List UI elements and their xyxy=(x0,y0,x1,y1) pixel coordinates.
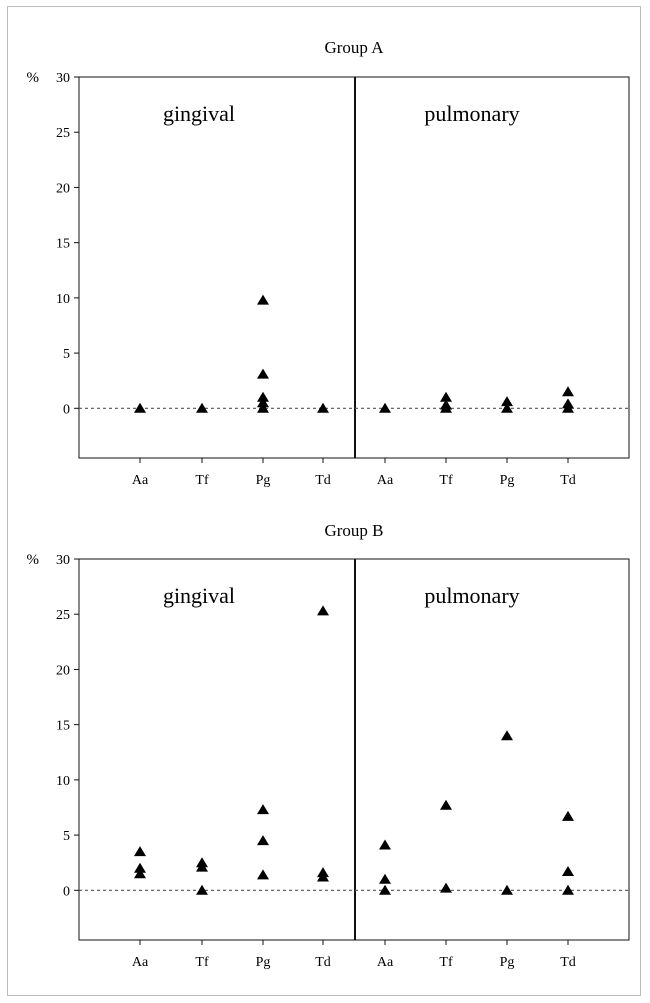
chart-panel-1: Group A% 0 5 10 15 20 25 30 gingival pulmonary Aa T… xyxy=(27,38,630,488)
data-point-triangle xyxy=(196,884,208,895)
data-point-triangle xyxy=(562,402,574,413)
data-point-triangle xyxy=(379,402,391,413)
data-point-triangle xyxy=(317,402,329,413)
chart-title: Group A xyxy=(324,38,384,57)
x-tick-label: Aa xyxy=(377,473,394,488)
data-point-triangle xyxy=(440,882,452,893)
y-tick-label: 0 xyxy=(63,402,70,417)
y-tick-label: 30 xyxy=(56,71,70,86)
x-tick-label: Td xyxy=(560,473,576,488)
y-tick-label: 10 xyxy=(56,774,70,789)
x-tick-label: Aa xyxy=(132,955,149,970)
data-point-triangle xyxy=(379,839,391,850)
x-tick-label: Aa xyxy=(132,473,149,488)
data-point-triangle xyxy=(501,730,513,741)
chart-title: Group B xyxy=(324,521,383,540)
x-tick-label: Pg xyxy=(256,473,271,488)
data-point-triangle xyxy=(257,869,269,880)
chart-panel-2: Group B% 0 5 10 15 20 25 30 gingival pulmonary Aa T… xyxy=(27,521,630,970)
data-point-triangle xyxy=(134,846,146,857)
data-point-triangle xyxy=(379,884,391,895)
data-point-triangle xyxy=(257,835,269,846)
y-tick-label: 15 xyxy=(56,237,70,252)
data-point-triangle xyxy=(501,396,513,407)
y-tick-label: 10 xyxy=(56,292,70,307)
data-point-triangle xyxy=(562,810,574,821)
data-point-triangle xyxy=(196,402,208,413)
x-tick-label: Tf xyxy=(439,955,453,970)
data-point-triangle xyxy=(257,402,269,413)
x-tick-label: Tf xyxy=(195,473,209,488)
data-point-triangle xyxy=(501,402,513,413)
data-point-triangle xyxy=(379,873,391,884)
y-tick-label: 20 xyxy=(56,181,70,196)
y-tick-label: 20 xyxy=(56,663,70,678)
x-tick-label: Pg xyxy=(256,955,271,970)
data-point-triangle xyxy=(562,386,574,397)
x-tick-label: Pg xyxy=(500,473,515,488)
data-point-triangle xyxy=(134,868,146,879)
data-point-triangle xyxy=(562,884,574,895)
x-tick-label: Tf xyxy=(195,955,209,970)
figure-frame xyxy=(7,6,641,996)
x-tick-label: Td xyxy=(315,473,331,488)
data-point-triangle xyxy=(440,402,452,413)
data-point-triangle xyxy=(501,884,513,895)
region-label-gingival: gingival xyxy=(163,101,235,126)
x-tick-label: Td xyxy=(560,955,576,970)
region-label-gingival: gingival xyxy=(163,583,235,608)
data-point-triangle xyxy=(257,397,269,408)
y-axis-label: % xyxy=(27,70,40,86)
data-point-triangle xyxy=(440,799,452,810)
data-point-triangle xyxy=(134,862,146,873)
x-tick-label: Pg xyxy=(500,955,515,970)
data-point-triangle xyxy=(257,368,269,379)
data-point-triangle xyxy=(134,402,146,413)
data-point-triangle xyxy=(257,391,269,402)
data-point-triangle xyxy=(317,871,329,882)
data-point-triangle xyxy=(196,861,208,872)
data-point-triangle xyxy=(562,866,574,877)
x-tick-label: Aa xyxy=(377,955,394,970)
y-tick-label: 0 xyxy=(63,884,70,899)
y-tick-label: 5 xyxy=(63,829,70,844)
data-point-triangle xyxy=(440,391,452,402)
data-point-triangle xyxy=(257,804,269,815)
data-point-triangle xyxy=(317,605,329,616)
y-tick-label: 25 xyxy=(56,608,70,623)
region-label-pulmonary: pulmonary xyxy=(424,583,519,608)
y-tick-label: 30 xyxy=(56,553,70,568)
region-label-pulmonary: pulmonary xyxy=(424,101,519,126)
data-point-triangle xyxy=(257,294,269,305)
y-axis-label: % xyxy=(27,552,40,568)
x-tick-label: Td xyxy=(315,955,331,970)
y-tick-label: 15 xyxy=(56,719,70,734)
y-tick-label: 5 xyxy=(63,347,70,362)
x-tick-label: Tf xyxy=(439,473,453,488)
y-tick-label: 25 xyxy=(56,126,70,141)
